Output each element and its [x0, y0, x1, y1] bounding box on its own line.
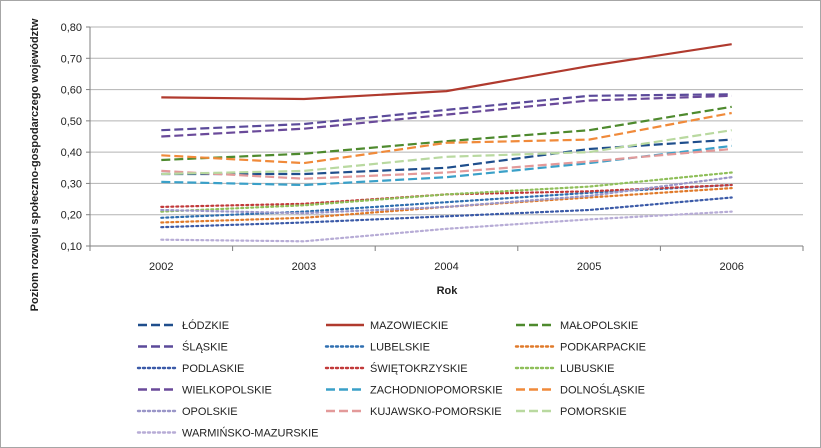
- y-tick-label: 0,10: [61, 241, 82, 253]
- y-tick-label: 0,40: [61, 147, 82, 159]
- y-tick-label: 0,30: [61, 178, 82, 190]
- legend-label: PODKARPACKIE: [560, 342, 646, 354]
- legend-label: WIELKOPOLSKIE: [182, 385, 272, 397]
- y-tick-label: 0,80: [61, 22, 82, 34]
- x-tick-label: 2006: [719, 261, 743, 273]
- x-tick-label: 2004: [434, 261, 458, 273]
- x-axis-title: Rok: [437, 285, 459, 297]
- legend-label: MAŁOPOLSKIE: [560, 320, 638, 332]
- series-line: [161, 111, 732, 165]
- series-line: [161, 93, 732, 132]
- y-tick-label: 0,70: [61, 53, 82, 65]
- y-tick-label: 0,20: [61, 210, 82, 222]
- legend-label: LUBELSKIE: [370, 342, 430, 354]
- axis-layer: 0,10 0,20 0,30 0,40 0,50 0,60 0,70 0,80 2002 2003…: [61, 22, 804, 273]
- legend-label: OPOLSKIE: [182, 406, 238, 418]
- legend-label: LUBUSKIE: [560, 363, 614, 375]
- legend-label: ŚWIĘTOKRZYSKIE: [370, 362, 468, 375]
- series-line: [161, 94, 732, 138]
- legend-label: ZACHODNIOPOMORSKIE: [370, 385, 503, 397]
- series-line: [161, 43, 732, 101]
- series-line: [161, 129, 732, 176]
- y-axis-title: Poziom rozwoju społeczno-gospodarczego w…: [29, 18, 41, 311]
- x-tick-label: 2003: [292, 261, 316, 273]
- series-line: [160, 171, 733, 213]
- legend-label: PODLASKIE: [182, 363, 244, 375]
- legend: ŁÓDZKIE MAZOWIECKIE MAŁOPOLSKIE ŚLĄSKIE LUBE…: [136, 319, 646, 440]
- series-line: [161, 105, 732, 162]
- series-layer: [160, 43, 733, 243]
- legend-label: KUJAWSKO-POMORSKIE: [370, 406, 502, 418]
- legend-label: WARMIŃSKO-MAZURSKIE: [182, 427, 319, 440]
- series-line: [160, 196, 733, 229]
- y-tick-label: 0,60: [61, 85, 82, 97]
- series-line: [160, 210, 733, 243]
- x-tick-label: 2005: [577, 261, 601, 273]
- y-tick-label: 0,50: [61, 116, 82, 128]
- legend-label: ŁÓDZKIE: [182, 319, 229, 332]
- legend-label: POMORSKIE: [560, 406, 627, 418]
- x-tick-label: 2002: [149, 261, 173, 273]
- legend-label: MAZOWIECKIE: [370, 320, 448, 332]
- series-line: [160, 176, 733, 215]
- legend-label: ŚLĄSKIE: [182, 341, 228, 354]
- legend-label: DOLNOŚLĄSKIE: [560, 384, 645, 397]
- series-line: [161, 147, 732, 180]
